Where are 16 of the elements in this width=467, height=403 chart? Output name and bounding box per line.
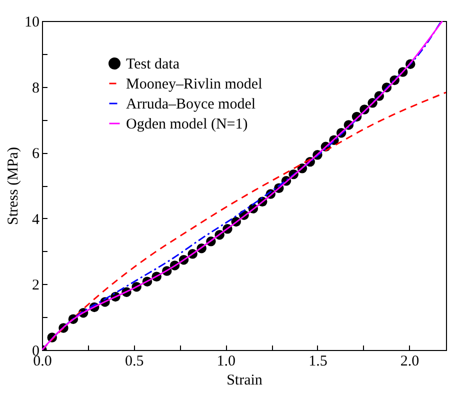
y-tick-label: 6 xyxy=(32,146,40,162)
x-tick-label: 1.0 xyxy=(216,354,236,370)
legend-label: Test data xyxy=(126,56,180,72)
legend-label: Arruda–Boyce model xyxy=(126,96,256,112)
x-tick-label: 1.5 xyxy=(308,354,328,370)
y-tick-label: 10 xyxy=(24,14,40,30)
line-series xyxy=(42,92,446,350)
x-axis-title: Strain xyxy=(226,372,263,388)
x-tick-label: 2.0 xyxy=(400,354,420,370)
y-tick-label: 2 xyxy=(32,278,40,294)
y-tick-label: 4 xyxy=(32,212,40,228)
legend-label: Ogden model (N=1) xyxy=(126,116,248,132)
y-tick-label: 8 xyxy=(32,80,40,96)
y-axis-title: Stress (MPa) xyxy=(6,147,22,225)
legend-label: Mooney–Rivlin model xyxy=(126,76,262,92)
x-tick-label: 0.5 xyxy=(124,354,144,370)
